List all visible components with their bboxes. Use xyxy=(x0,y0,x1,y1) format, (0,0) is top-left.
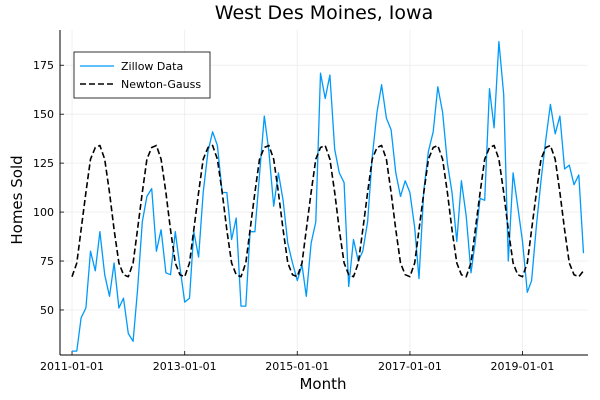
y-tick-label: 100 xyxy=(33,206,54,219)
y-tick-label: 125 xyxy=(33,157,54,170)
y-tick-labels: 50 75 100 125 150 175 xyxy=(33,59,64,317)
grid-lines xyxy=(60,30,588,355)
series-line-newton-gauss xyxy=(71,144,585,278)
x-tick-label: 2017-01-01 xyxy=(378,360,442,373)
x-tick-label: 2019-01-01 xyxy=(491,360,555,373)
y-axis-title: Homes Sold xyxy=(8,155,26,244)
x-tick-label: 2015-01-01 xyxy=(265,360,329,373)
legend-label-zillow: Zillow Data xyxy=(121,60,183,73)
x-axis-title: Month xyxy=(299,375,346,393)
x-tick-labels: 2011-01-01 2013-01-01 2015-01-01 2017-01-01… xyxy=(40,351,554,373)
legend: Zillow Data Newton-Gauss xyxy=(73,51,211,99)
chart-title: West Des Moines, Iowa xyxy=(215,2,433,24)
x-tick-label: 2013-01-01 xyxy=(153,360,217,373)
legend-label-newton-gauss: Newton-Gauss xyxy=(121,78,201,91)
y-tick-label: 50 xyxy=(40,304,54,317)
series-line-zillow-data xyxy=(72,41,585,352)
x-tick-label: 2011-01-01 xyxy=(40,360,104,373)
plot-axes xyxy=(59,30,588,356)
legend-box xyxy=(73,51,211,99)
y-tick-label: 150 xyxy=(33,108,54,121)
y-tick-label: 75 xyxy=(40,255,54,268)
y-tick-label: 175 xyxy=(33,59,54,72)
series-layer xyxy=(71,41,585,352)
